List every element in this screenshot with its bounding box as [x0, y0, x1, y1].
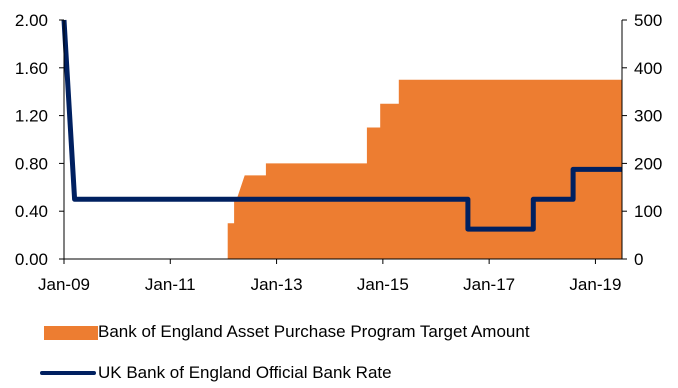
chart: 0.00 0.40 0.80 1.20 1.60 2.00 0 100 200 300 400 500… [15, 11, 662, 294]
left-tick-label: 0.00 [15, 250, 48, 269]
legend-swatch-line [40, 371, 96, 375]
x-tick-label: Jan-11 [145, 275, 196, 294]
left-tick-label: 0.80 [15, 154, 48, 173]
right-tick-label: 200 [634, 154, 662, 173]
left-tick-label: 1.20 [15, 107, 48, 126]
area-series-layer [227, 79, 622, 259]
x-tick-label: Jan-19 [569, 275, 621, 294]
legend-label-line: UK Bank of England Official Bank Rate [98, 363, 392, 382]
tick-labels: 0.00 0.40 0.80 1.20 1.60 2.00 0 100 200 300 400 500… [15, 11, 662, 294]
right-tick-label: 400 [634, 59, 662, 78]
x-tick-label: Jan-17 [463, 275, 515, 294]
line-series-layer [61, 19, 622, 232]
right-tick-label: 100 [634, 202, 662, 221]
right-tick-label: 300 [634, 107, 662, 126]
axes [59, 19, 627, 264]
right-tick-label: 0 [634, 250, 643, 269]
left-tick-label: 0.40 [15, 202, 48, 221]
left-tick-label: 2.00 [15, 11, 48, 30]
legend-label-area: Bank of England Asset Purchase Program T… [98, 322, 530, 341]
left-tick-label: 1.60 [15, 59, 48, 78]
right-tick-label: 500 [634, 11, 662, 30]
legend-item-area: Bank of England Asset Purchase Program T… [0, 317, 678, 347]
area-series-0 [227, 79, 622, 259]
legend-swatch-area [44, 326, 98, 340]
x-tick-label: Jan-13 [251, 275, 303, 294]
x-tick-label: Jan-09 [38, 275, 90, 294]
line-series-1 [61, 19, 622, 232]
legend-item-line: UK Bank of England Official Bank Rate [0, 358, 678, 388]
x-tick-label: Jan-15 [357, 275, 409, 294]
